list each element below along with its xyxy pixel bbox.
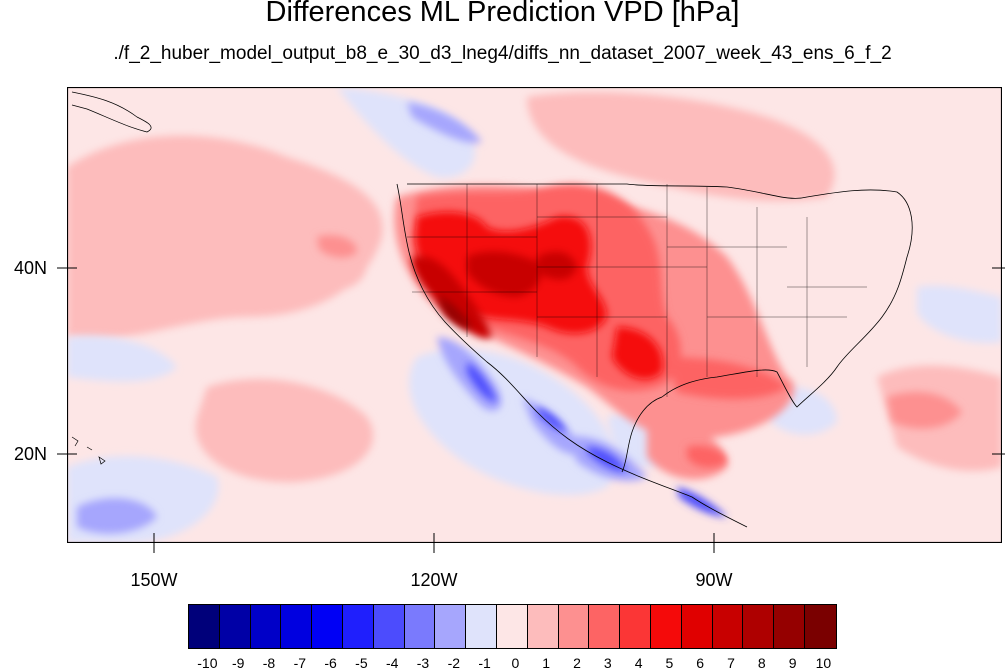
colorbar-cell xyxy=(589,605,621,648)
islands xyxy=(71,91,152,465)
colorbar-cell xyxy=(496,605,528,648)
colorbar-label: 8 xyxy=(757,655,766,671)
colorbar-cell xyxy=(466,605,497,648)
colorbar-label: -5 xyxy=(355,655,368,671)
colorbar-label: 9 xyxy=(788,655,797,671)
lat-label-40n: 40N xyxy=(14,258,48,278)
colorbar-label: -4 xyxy=(385,655,399,671)
colorbar-label: -7 xyxy=(293,655,307,671)
colorbar-label: 7 xyxy=(727,655,735,671)
lon-label-150w: 150W xyxy=(130,570,178,590)
colorbar-cell xyxy=(404,605,436,648)
colorbar-cell xyxy=(435,605,467,648)
colorbar-label: 6 xyxy=(696,655,705,671)
colorbar-cell xyxy=(650,605,682,648)
colorbar-cell xyxy=(342,605,374,648)
colorbar-label: 1 xyxy=(542,655,551,671)
lon-label-120w: 120W xyxy=(410,570,458,590)
colorbar-label: -3 xyxy=(416,655,430,671)
map-frame xyxy=(67,87,1002,543)
colorbar-cell xyxy=(312,605,343,648)
chart-subtitle: ./f_2_huber_model_output_b8_e_30_d3_lneg… xyxy=(113,43,892,64)
colorbar-cell xyxy=(712,605,744,648)
land-warm-4 xyxy=(412,251,577,339)
ocean-cool-strongest xyxy=(467,362,727,517)
colorbar-cell xyxy=(189,605,220,648)
colorbar xyxy=(188,604,837,649)
state-borders xyxy=(407,184,867,397)
land-warm-5 xyxy=(437,297,472,329)
colorbar-label: 5 xyxy=(665,655,674,671)
colorbar-cell xyxy=(250,605,282,648)
map-frame-ticks xyxy=(67,267,1002,543)
colorbar-label: -9 xyxy=(231,655,245,671)
colorbar-cell xyxy=(527,605,559,648)
colorbar-label: 0 xyxy=(511,655,520,671)
coastlines xyxy=(396,183,913,528)
colorbar-cell xyxy=(774,605,805,648)
colorbar-cell xyxy=(219,605,251,648)
colorbar-label: -2 xyxy=(447,655,461,671)
colorbar-label: 4 xyxy=(634,655,643,671)
lat-label-20n: 20N xyxy=(14,444,48,464)
colorbar-cell xyxy=(681,605,713,648)
colorbar-label: 3 xyxy=(603,655,612,671)
colorbar-label: 2 xyxy=(573,655,581,671)
colorbar-cell xyxy=(804,605,836,648)
colorbar-cell xyxy=(743,605,775,648)
colorbar-cell xyxy=(373,605,405,648)
colorbar-cell xyxy=(281,605,313,648)
colorbar-label: -8 xyxy=(262,655,276,671)
colorbar-label: -6 xyxy=(324,655,337,671)
chart-title: Differences ML Prediction VPD [hPa] xyxy=(265,0,740,28)
pacific-warm-patches-2 xyxy=(317,235,962,429)
vpd-difference-map xyxy=(67,87,1002,543)
colorbar-label: -10 xyxy=(197,655,218,671)
colorbar-label: -1 xyxy=(478,655,491,671)
colorbar-cell xyxy=(620,605,651,648)
lon-label-90w: 90W xyxy=(695,570,733,590)
colorbar-label: 10 xyxy=(815,655,832,671)
colorbar-cell xyxy=(558,605,590,648)
pacific-warm-patches xyxy=(67,92,1002,483)
